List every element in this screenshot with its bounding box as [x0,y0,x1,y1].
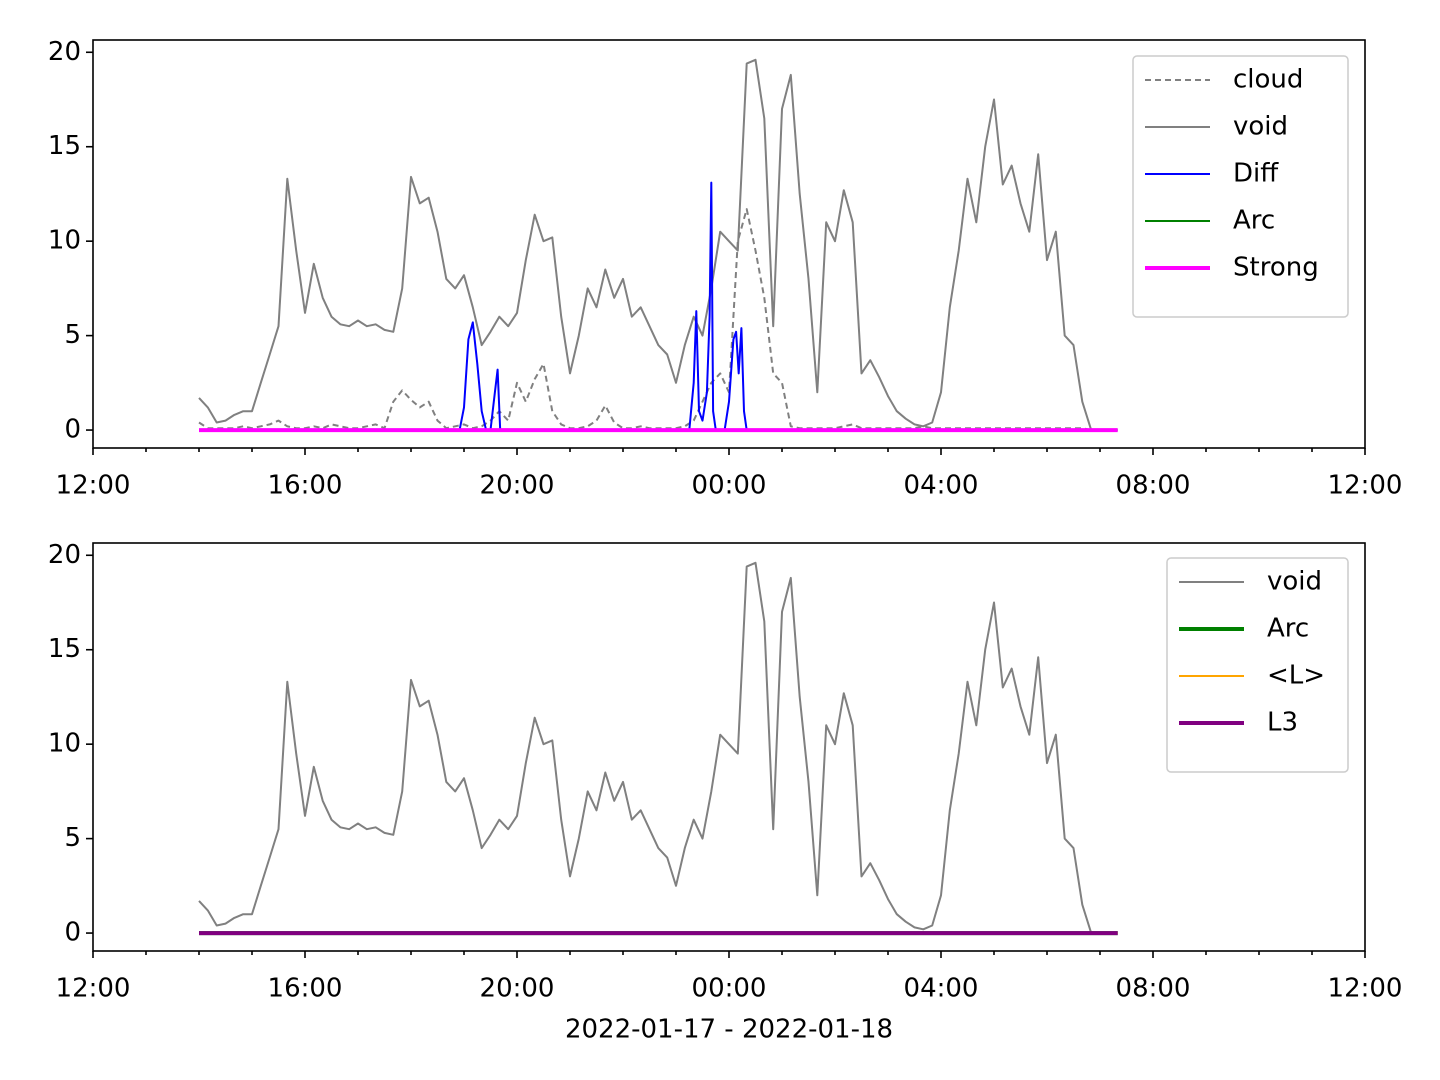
x-tick-label: 12:00 [1328,471,1403,501]
x-tick-label: 00:00 [692,471,767,501]
y-tick-label: 20 [48,37,81,67]
x-tick-label: 04:00 [904,471,979,501]
x-axis-label: 2022-01-17 - 2022-01-18 [565,1015,893,1045]
y-tick-label: 20 [48,540,81,570]
legend-label: cloud [1233,65,1303,95]
legend-box [1132,55,1349,318]
series-line [198,58,1093,431]
x-tick-label: 00:00 [692,974,767,1004]
series-line [458,181,748,432]
x-tick-label: 16:00 [268,974,343,1004]
y-tick-label: 0 [64,415,81,445]
x-tick-label: 16:00 [268,471,343,501]
y-tick-label: 0 [64,918,81,948]
legend-label: Strong [1233,253,1319,283]
series-line [198,208,1092,432]
legend-label: L3 [1267,708,1298,738]
x-tick-label: 08:00 [1116,974,1191,1004]
legend-label: Arc [1233,206,1275,236]
legend-label: <L> [1267,661,1325,691]
legend-label: void [1233,112,1288,142]
y-tick-label: 15 [48,131,81,161]
legend-label: Arc [1267,614,1309,644]
x-tick-label: 12:00 [1328,974,1403,1004]
y-tick-label: 5 [64,320,81,350]
legend-label: Diff [1233,159,1279,189]
y-tick-label: 15 [48,634,81,664]
x-tick-label: 04:00 [904,974,979,1004]
x-tick-label: 08:00 [1116,471,1191,501]
x-tick-label: 20:00 [480,471,555,501]
legend-label: void [1267,567,1322,597]
legend-box [1166,557,1349,773]
x-tick-label: 12:00 [56,471,131,501]
y-tick-label: 5 [64,823,81,853]
series-line [198,561,1093,934]
y-tick-label: 10 [48,729,81,759]
x-tick-label: 12:00 [56,974,131,1004]
x-tick-label: 20:00 [480,974,555,1004]
y-tick-label: 10 [48,226,81,256]
